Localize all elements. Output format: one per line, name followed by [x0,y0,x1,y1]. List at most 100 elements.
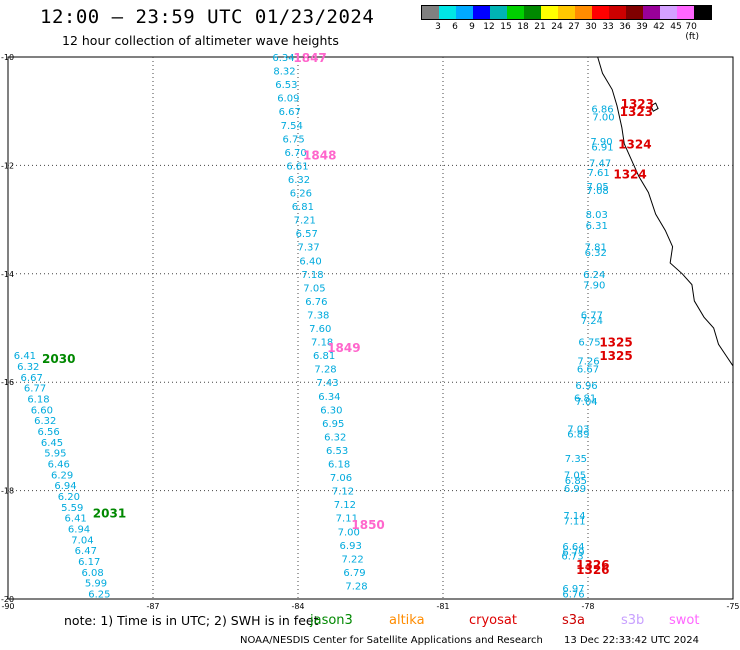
wave-height-value: 6.75 [283,134,305,145]
wave-height-value: 7.28 [345,581,367,592]
wave-height-value: 7.38 [307,310,329,321]
wave-height-value: 6.34 [318,392,340,403]
wave-height-value: 6.61 [286,161,308,172]
legend-swatch [558,6,575,19]
wave-height-value: 6.96 [575,381,597,392]
pass-time-label: 1325 [599,336,632,350]
wave-height-value: 6.18 [328,460,350,471]
wave-height-value: 6.94 [54,481,76,492]
wave-height-value: 6.31 [586,221,608,232]
wave-height-value: 7.03 [567,424,589,435]
wave-height-value: 7.60 [309,324,331,335]
wave-height-value: 7.37 [298,243,320,254]
track-2030: 6.416.326.676.776.186.606.326.566.455.95… [14,351,111,600]
coastline [597,56,734,367]
pass-time-label: 1324 [618,138,651,152]
wave-height-value: 7.28 [314,365,336,376]
legend-swatch [575,6,592,19]
satellite-tracks: 6.34 8.32 6.53 6.09 6.67 7.54 6.75 6.70 6.61 6.32… [14,53,615,601]
wave-height-value: 6.29 [51,470,73,481]
wave-height-value: 7.90 [590,137,612,148]
pass-time-label: 1325 [599,349,632,363]
wave-height-value: 6.79 [343,568,365,579]
wave-height-value: 6.53 [326,446,348,457]
wave-height-value: 7.61 [588,168,610,179]
wave-height-value: 6.32 [17,362,39,373]
wave-height-value: 6.91 [591,142,613,153]
satellite-cryosat: cryosat [469,613,517,628]
wave-height-value: 6.76 [305,297,327,308]
wave-height-value: 6.32 [34,416,56,427]
legend-swatch [456,6,473,19]
lon-tick-label: -84 [291,602,304,611]
map-title: 12:00 — 23:59 UTC 01/23/2024 [40,6,375,28]
map-frame [7,56,734,600]
wave-height-value: 7.14 [563,511,585,522]
wave-height-value: 7.00 [592,113,614,124]
wave-height-value: 8.32 [273,67,295,78]
legend-swatch [439,6,456,19]
track-1325: 6.777.24 6.75 7.266.67 6.966.817.04 7.036.89… [561,310,603,600]
lon-tick-label: -90 [1,602,14,611]
lat-tick-label: -12 [1,161,14,170]
wave-height-value: 6.77 [581,310,603,321]
legend-swatch [609,6,626,19]
legend-label: 42 [653,22,665,32]
wave-height-value: 6.32 [324,432,346,443]
wave-height-value: 6.67 [279,107,301,118]
legend-swatch [541,6,558,19]
wave-height-value: 6.41 [65,514,87,525]
lon-tick-label: -81 [436,602,449,611]
legend-labels: 3 6 9 12 15 18 21 24 27 30 33 36 39 42 45 70 (ft) [421,20,712,42]
wave-height-value: 7.12 [332,487,354,498]
wave-height-value: 6.67 [577,365,599,376]
wave-height-value: 6.46 [48,460,70,471]
credits-org: NOAA/NESDIS Center for Satellite Applica… [240,635,543,646]
wave-height-value: 7.21 [294,216,316,227]
wave-height-value: 7.05 [564,470,586,481]
legend-label: 36 [619,22,631,32]
wave-height-value: 6.17 [78,557,100,568]
legend-label: 39 [636,22,648,32]
island-outline [650,102,659,112]
legend-label: 15 [500,22,512,32]
legend-label: 45 [670,22,682,32]
satellite-jason3: jason3 [310,613,353,628]
lat-tick-label: -10 [1,53,14,62]
wave-height-value: 6.95 [322,419,344,430]
wave-height-value: 6.47 [75,546,97,557]
pass-time-label: 1850 [351,518,384,532]
wave-height-value: 6.30 [320,405,342,416]
pass-time-label: 1326 [576,563,609,577]
wave-height-value: 6.77 [24,384,46,395]
wave-height-value: 7.24 [581,316,603,327]
wave-height-value: 7.22 [341,554,363,565]
legend-swatch [490,6,507,19]
wave-height-value: 6.79 [562,547,584,558]
pass-time-label: 1849 [327,341,360,355]
wave-height-value: 6.81 [574,393,596,404]
legend-swatch [677,6,694,19]
footer-credits: NOAA/NESDIS Center for Satellite Applica… [240,635,699,646]
legend-label: 3 [435,22,441,32]
lat-tick-label: -18 [1,487,14,496]
wave-height-value: 5.99 [85,579,107,590]
wave-height-legend: 3 6 9 12 15 18 21 24 27 30 33 36 39 42 45 70 (ft) [421,5,712,42]
legend-color-bar [421,5,712,20]
lat-tick-label: -20 [1,595,14,604]
wave-height-value: 7.06 [330,473,352,484]
wave-height-value: 7.12 [334,500,356,511]
legend-label: 33 [602,22,614,32]
track-1847: 6.34 8.32 6.53 6.09 6.67 7.54 6.75 6.70 6.61 6.32… [272,53,367,592]
wave-height-value: 6.76 [562,590,584,601]
wave-height-value: 7.00 [338,527,360,538]
pass-time-label: 1323 [621,97,654,111]
wave-height-value: 6.86 [591,104,613,115]
wave-height-value: 7.11 [336,514,358,525]
lon-tick-label: -78 [581,602,594,611]
wave-height-value: 6.67 [21,373,43,384]
wave-height-value: 6.57 [296,229,318,240]
wave-height-value: 6.24 [583,270,605,281]
